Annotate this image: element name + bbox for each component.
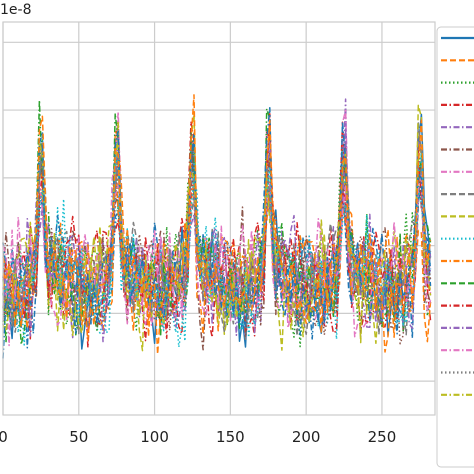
series-line (2, 133, 432, 351)
legend (436, 26, 474, 468)
x-tick-label: 150 (216, 428, 245, 446)
y-scale-label: 1e-8 (0, 2, 31, 18)
x-tick-label: 200 (292, 428, 321, 446)
legend-frame (436, 26, 474, 468)
series-line (2, 107, 432, 359)
plot-frame (2, 21, 436, 416)
series-line (2, 170, 432, 338)
x-tick-label: 0 (0, 428, 8, 446)
series-line (2, 94, 432, 355)
series-line (2, 122, 432, 337)
series-lines (2, 94, 432, 359)
series-line (2, 144, 432, 349)
series-line (2, 104, 432, 344)
x-tick-label: 50 (69, 428, 88, 446)
x-tick-label: 100 (140, 428, 169, 446)
x-tick-labels: 0 50 100 150 200 250 (0, 428, 396, 446)
series-line (2, 126, 432, 343)
x-tick-label: 250 (368, 428, 397, 446)
